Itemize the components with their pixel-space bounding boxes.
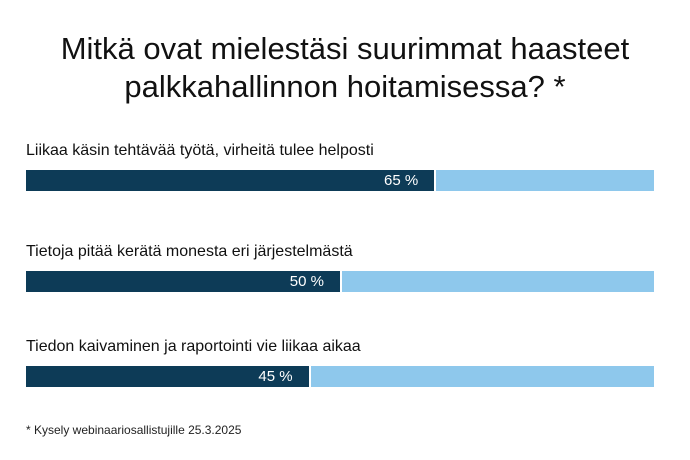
- bar-track-3: 45 %: [26, 366, 654, 387]
- bar-value-label-1: 65 %: [383, 172, 419, 189]
- bar-track-1: 65 %: [26, 170, 654, 191]
- bar-value-label-2: 50 %: [289, 273, 324, 290]
- bar-row-2: Tietoja pitää kerätä monesta eri järjest…: [26, 242, 654, 292]
- chart-title: Mitkä ovat mielestäsi suurimmat haasteet…: [0, 30, 690, 106]
- bar-label-3: Tiedon kaivaminen ja raportointi vie lii…: [26, 338, 361, 355]
- chart-title-line-2: palkkahallinnon hoitamisessa? *: [124, 69, 566, 104]
- bar-label-2: Tietoja pitää kerätä monesta eri järjest…: [26, 243, 353, 260]
- footnote: * Kysely webinaariosallistujille 25.3.20…: [26, 423, 242, 437]
- bar-row-1: Liikaa käsin tehtävää työtä, virheitä tu…: [26, 141, 654, 191]
- bar-fill-1: 65 %: [26, 170, 437, 191]
- bar-track-2: 50 %: [26, 271, 654, 292]
- bar-row-3: Tiedon kaivaminen ja raportointi vie lii…: [26, 337, 654, 387]
- chart-title-line-1: Mitkä ovat mielestäsi suurimmat haasteet: [60, 31, 630, 66]
- bar-label-1: Liikaa käsin tehtävää työtä, virheitä tu…: [26, 142, 374, 159]
- bar-fill-3: 45 %: [26, 366, 311, 387]
- bar-value-label-3: 45 %: [258, 368, 293, 385]
- bar-fill-2: 50 %: [26, 271, 342, 292]
